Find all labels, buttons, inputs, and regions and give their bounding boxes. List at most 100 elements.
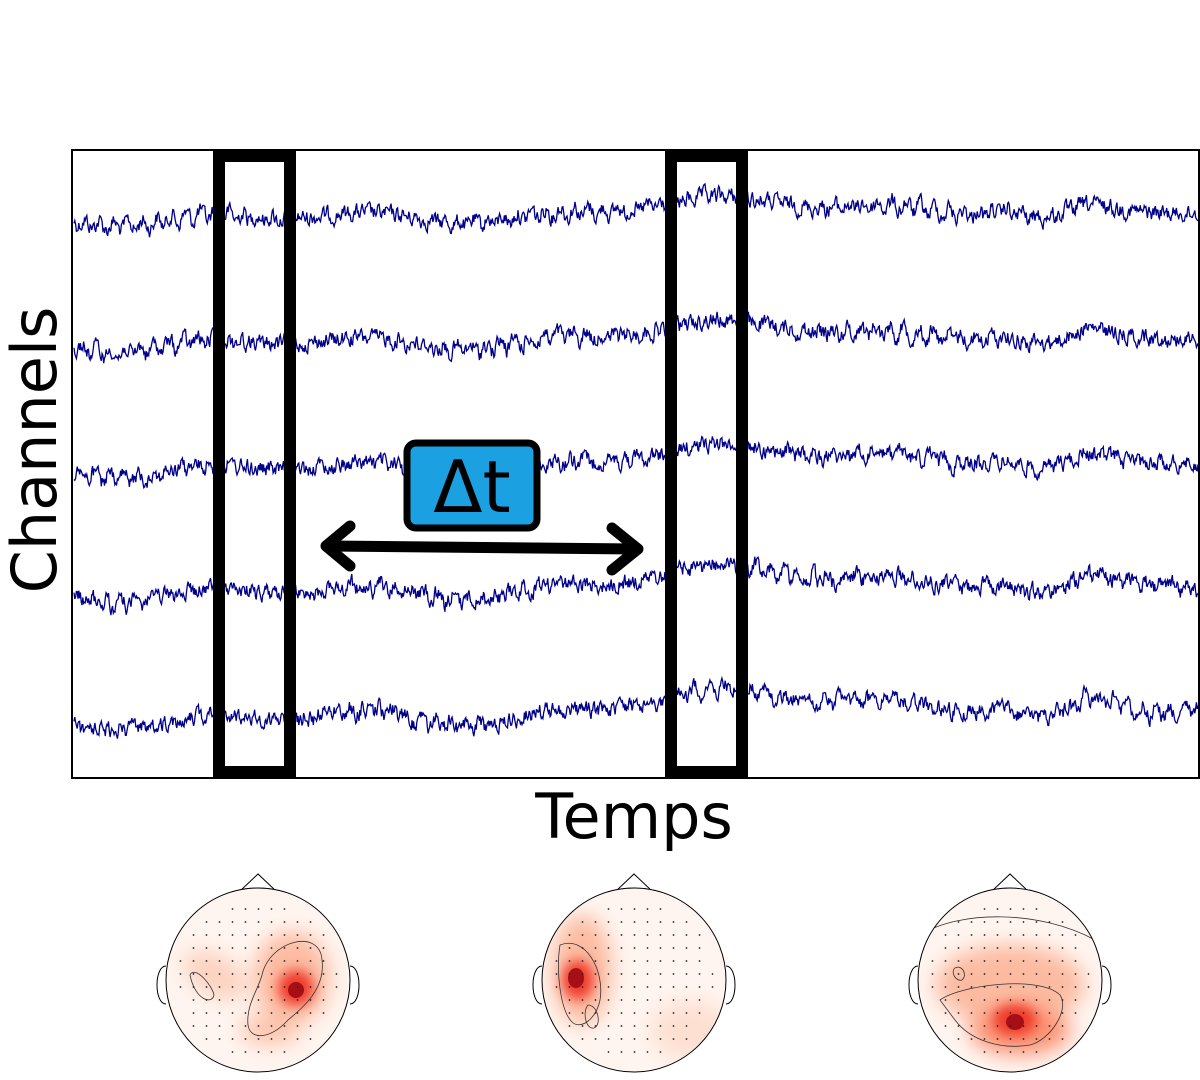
- sensor-dot: [944, 934, 947, 936]
- sensor-dot: [1022, 999, 1025, 1001]
- sensor-dot: [231, 908, 234, 910]
- sensor-dot: [322, 960, 325, 962]
- sensor-dot: [231, 1012, 234, 1014]
- sensor-dot: [1035, 1051, 1038, 1053]
- sensor-dot: [218, 1012, 221, 1014]
- sensor-dot: [685, 947, 688, 949]
- sensor-dot: [1048, 947, 1051, 949]
- sensor-dot: [685, 921, 688, 923]
- sensor-dot: [205, 999, 208, 1001]
- sensor-dot: [1022, 1051, 1025, 1053]
- sensor-dot: [983, 947, 986, 949]
- sensor-dot: [1022, 934, 1025, 936]
- sensor-dot: [179, 986, 182, 988]
- sensor-dot: [1048, 1012, 1051, 1014]
- sensor-dot: [1009, 973, 1012, 975]
- sensor-dot: [983, 1038, 986, 1040]
- sensor-dot: [646, 960, 649, 962]
- sensor-dot: [283, 908, 286, 910]
- time-window-1: [213, 150, 296, 778]
- sensor-dot: [309, 999, 312, 1001]
- sensor-dot: [970, 947, 973, 949]
- sensor-dot: [1087, 986, 1090, 988]
- sensor-dot: [646, 1025, 649, 1027]
- sensor-dot: [1009, 1051, 1012, 1053]
- sensor-dot: [1009, 999, 1012, 1001]
- sensor-dot: [957, 947, 960, 949]
- sensor-dot: [192, 1025, 195, 1027]
- y-axis-label: Channels: [0, 307, 71, 594]
- sensor-dot: [1061, 947, 1064, 949]
- sensor-dot: [711, 986, 714, 988]
- sensor-dot: [1009, 1012, 1012, 1014]
- sensor-dot: [1061, 1025, 1064, 1027]
- sensor-dot: [646, 921, 649, 923]
- sensor-dot: [698, 1012, 701, 1014]
- sensor-dot: [270, 1025, 273, 1027]
- sensor-dot: [685, 934, 688, 936]
- sensor-dot: [1009, 1038, 1012, 1040]
- sensor-dot: [309, 986, 312, 988]
- sensor-dot: [983, 986, 986, 988]
- sensor-dot: [659, 960, 662, 962]
- sensor-dot: [1022, 973, 1025, 975]
- sensor-dot: [1035, 1038, 1038, 1040]
- sensor-dot: [192, 960, 195, 962]
- sensor-dot: [257, 934, 260, 936]
- sensor-dot: [270, 934, 273, 936]
- sensor-dot: [646, 947, 649, 949]
- sensor-dot: [218, 1025, 221, 1027]
- sensor-dot: [996, 947, 999, 949]
- sensor-dot: [257, 973, 260, 975]
- sensor-dot: [283, 934, 286, 936]
- sensor-dot: [218, 986, 221, 988]
- sensor-dot: [659, 947, 662, 949]
- sensor-dot: [620, 1012, 623, 1014]
- sensor-dot: [1061, 921, 1064, 923]
- sensor-dot: [581, 1025, 584, 1027]
- sensor-dot: [594, 973, 597, 975]
- sensor-dot: [931, 960, 934, 962]
- sensor-dot: [322, 973, 325, 975]
- sensor-dot: [257, 1038, 260, 1040]
- sensor-dot: [672, 1025, 675, 1027]
- sensor-dot: [296, 947, 299, 949]
- sensor-dot: [192, 947, 195, 949]
- sensor-dot: [633, 986, 636, 988]
- sensor-dot: [620, 1038, 623, 1040]
- sensor-dot: [257, 960, 260, 962]
- sensor-dot: [296, 1012, 299, 1014]
- sensor-dot: [218, 921, 221, 923]
- sensor-dot: [1009, 960, 1012, 962]
- sensor-dot: [672, 947, 675, 949]
- sensor-dot: [555, 973, 558, 975]
- sensor-dot: [983, 908, 986, 910]
- sensor-dot: [296, 973, 299, 975]
- sensor-dot: [218, 973, 221, 975]
- sensor-dot: [231, 999, 234, 1001]
- sensor-dot: [594, 921, 597, 923]
- sensor-dot: [218, 934, 221, 936]
- sensor-dot: [970, 986, 973, 988]
- sensor-dot: [257, 986, 260, 988]
- sensor-dot: [1074, 986, 1077, 988]
- sensor-dot: [192, 986, 195, 988]
- sensor-dot: [555, 986, 558, 988]
- sensor-dot: [646, 1012, 649, 1014]
- interval-label: Δt: [433, 445, 510, 529]
- sensor-dot: [970, 960, 973, 962]
- sensor-dot: [594, 960, 597, 962]
- sensor-dot: [296, 921, 299, 923]
- sensor-dot: [1009, 947, 1012, 949]
- sensor-dot: [659, 1025, 662, 1027]
- sensor-dot: [659, 999, 662, 1001]
- sensor-dot: [283, 960, 286, 962]
- sensor-dot: [672, 986, 675, 988]
- sensor-dot: [1009, 908, 1012, 910]
- sensor-dot: [296, 934, 299, 936]
- sensor-dot: [685, 1038, 688, 1040]
- sensor-dot: [581, 1038, 584, 1040]
- sensor-dot: [309, 1025, 312, 1027]
- sensor-dot: [996, 908, 999, 910]
- sensor-dot: [309, 960, 312, 962]
